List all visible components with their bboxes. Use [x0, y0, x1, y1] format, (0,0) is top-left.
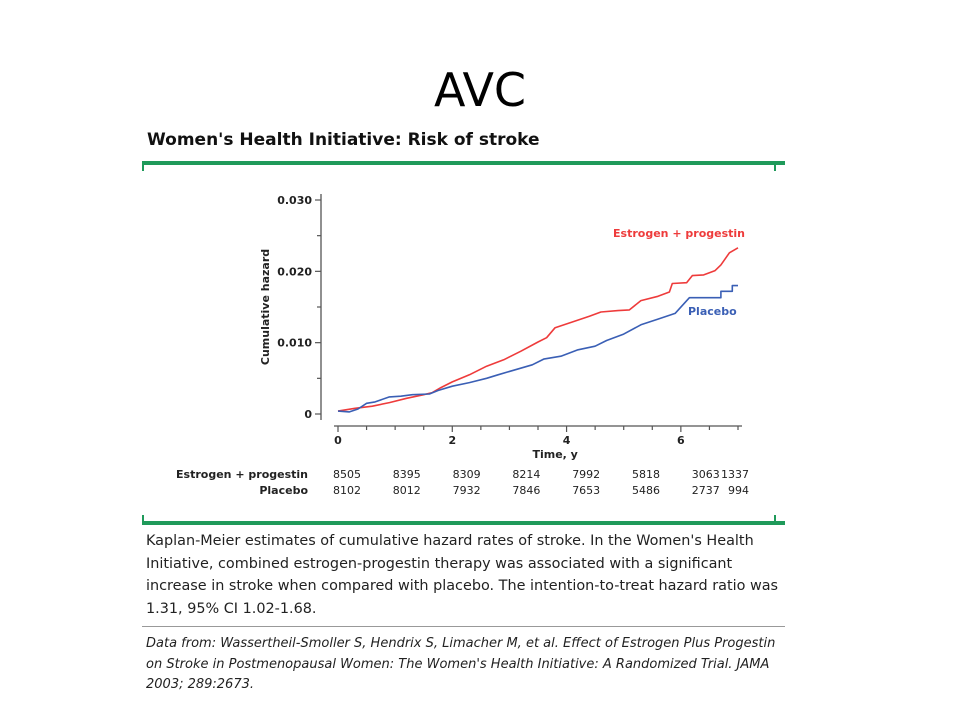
top-divider [142, 161, 785, 165]
risk-table-cell: 8102 [333, 484, 361, 497]
figure-caption: Kaplan-Meier estimates of cumulative haz… [146, 533, 779, 617]
x-tick-label: 4 [563, 434, 571, 447]
risk-table-cell: 7932 [453, 484, 481, 497]
bottom-divider-tick-right [774, 515, 776, 521]
top-divider-tick-right [774, 165, 776, 171]
bottom-divider-tick-left [142, 515, 144, 521]
y-tick-label: 0.020 [277, 265, 312, 278]
risk-table-cell: 8012 [393, 484, 421, 497]
risk-table-cell: 8309 [453, 468, 481, 481]
caption-divider [142, 626, 785, 627]
risk-table-cell: 3063 [692, 468, 720, 481]
y-tick-label: 0.030 [277, 194, 312, 207]
bottom-divider [142, 521, 785, 525]
risk-table-cell: 2737 [692, 484, 720, 497]
x-axis-label: Time, y [532, 448, 577, 461]
risk-table-row-label: Estrogen + progestin [176, 468, 308, 481]
cumulative-hazard-chart: 0 0.010 0.020 0.030 0 2 4 6 Time, y Cumulative ha… [176, 194, 749, 497]
x-tick-label: 6 [677, 434, 685, 447]
risk-table-cell: 8505 [333, 468, 361, 481]
risk-table-cell: 5818 [632, 468, 660, 481]
risk-table-cell: 7992 [572, 468, 600, 481]
figure-title: Women's Health Initiative: Risk of strok… [147, 130, 540, 150]
top-divider-tick-left [142, 165, 144, 171]
risk-table-row-label: Placebo [259, 484, 308, 497]
risk-table-cell: 994 [728, 484, 749, 497]
x-tick-label: 2 [448, 434, 456, 447]
series-label-placebo: Placebo [688, 305, 737, 318]
x-tick-label: 0 [334, 434, 342, 447]
risk-table-cell: 7653 [572, 484, 600, 497]
series-line-placebo [337, 284, 738, 413]
y-tick-label: 0 [304, 408, 312, 421]
series-line-estrogen-progestin [337, 247, 739, 412]
risk-table-cell: 8214 [512, 468, 540, 481]
y-tick-label: 0.010 [277, 337, 312, 350]
figure-panel: Women's Health Initiative: Risk of strok… [140, 126, 786, 696]
y-axis-label: Cumulative hazard [259, 249, 272, 365]
figure-source: Data from: Wassertheil-Smoller S, Hendri… [146, 636, 776, 692]
risk-table-cell: 8395 [393, 468, 421, 481]
risk-table-cell: 1337 [721, 468, 749, 481]
risk-table-cell: 7846 [512, 484, 540, 497]
series-label-estrogen-progestin: Estrogen + progestin [613, 227, 745, 240]
risk-table-cell: 5486 [632, 484, 660, 497]
slide-title: AVC [433, 63, 527, 117]
